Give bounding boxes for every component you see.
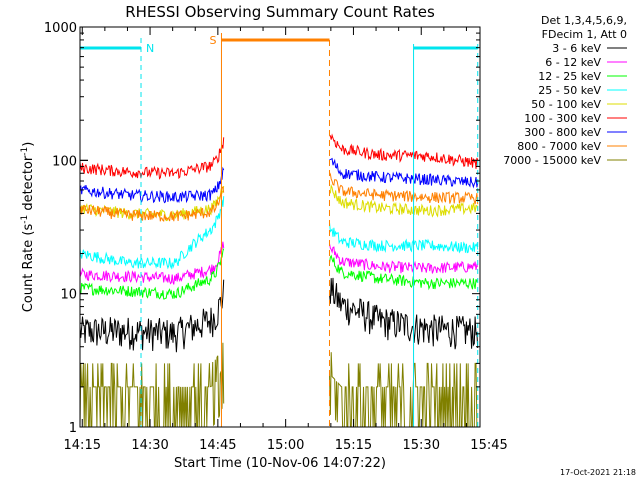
chart-title: RHESSI Observing Summary Count Rates [125, 3, 435, 21]
series-line-4-after [329, 183, 479, 218]
legend-entry-label: 100 - 300 keV [524, 112, 601, 125]
series-line-3-before [79, 196, 225, 270]
legend-entry-label: 300 - 800 keV [524, 126, 601, 139]
legend-entry-label: 50 - 100 keV [531, 98, 601, 111]
legend-header: Det 1,3,4,5,6,9, [541, 14, 627, 27]
series-line-6-before [79, 166, 225, 204]
x-tick-label: 14:30 [131, 438, 168, 453]
y-tick-label: 1 [69, 421, 77, 436]
y-tick-label: 10 [60, 288, 77, 303]
x-tick-label: 14:45 [199, 438, 236, 453]
legend-entry-label: 800 - 7000 keV [517, 140, 601, 153]
series-line-2-after [329, 254, 479, 291]
series-line-5-before [79, 137, 225, 180]
night-label: N [146, 42, 154, 55]
x-tick-label: 15:45 [470, 438, 507, 453]
legend-entry-label: 6 - 12 keV [545, 56, 601, 69]
series-line-7-before [79, 186, 225, 222]
y-axis-label-part: ) [21, 142, 36, 147]
series-line-8-before [79, 342, 225, 428]
series-line-1-before [79, 241, 225, 285]
series-layer [79, 133, 479, 428]
timestamp: 17-Oct-2021 21:18 [560, 468, 636, 477]
series-line-7-after [329, 172, 479, 205]
series-line-0-after [329, 277, 479, 350]
saa-label: S [209, 34, 216, 47]
legend-entry-label: 12 - 25 keV [538, 70, 601, 83]
legend-entry-label: 25 - 50 keV [538, 84, 601, 97]
legend-header: FDecim 1, Att 0 [542, 28, 627, 41]
plot-frame [79, 26, 481, 428]
x-axis-label: Start Time (10-Nov-06 14:07:22) [174, 456, 386, 471]
legend-entry-label: 3 - 6 keV [552, 42, 601, 55]
y-axis-label-part: detector [21, 155, 36, 215]
x-tick-label: 14:15 [64, 438, 101, 453]
x-tick-label: 15:15 [335, 438, 372, 453]
series-line-8-after [329, 352, 478, 428]
y-axis-label-sup: -1 [20, 215, 30, 224]
annotation-layer: NS [80, 33, 479, 427]
legend-entry-label: 7000 - 15000 keV [503, 154, 601, 167]
y-axis-label: Count Rate (s-1 detector-1) [20, 142, 36, 313]
series-line-2-before [79, 248, 225, 300]
y-axis-label-sup: -1 [20, 147, 30, 156]
series-line-3-after [329, 222, 479, 254]
y-axis-label-part: Count Rate (s [21, 224, 36, 313]
series-line-0-before [79, 279, 225, 353]
series-line-5-after [329, 133, 479, 169]
x-tick-label: 15:30 [403, 438, 440, 453]
x-axis: 14:15 14:30 14:45 15:00 15:15 15:30 15:45 [64, 27, 508, 453]
y-axis: 1 10 100 1000 [44, 21, 480, 436]
legend: Det 1,3,4,5,6,9,FDecim 1, Att 03 - 6 keV… [503, 14, 627, 167]
y-tick-label: 100 [52, 154, 77, 169]
x-tick-label: 15:00 [267, 438, 304, 453]
y-tick-label: 1000 [44, 21, 77, 36]
series-line-6-after [329, 157, 479, 189]
series-line-1-after [329, 243, 479, 274]
